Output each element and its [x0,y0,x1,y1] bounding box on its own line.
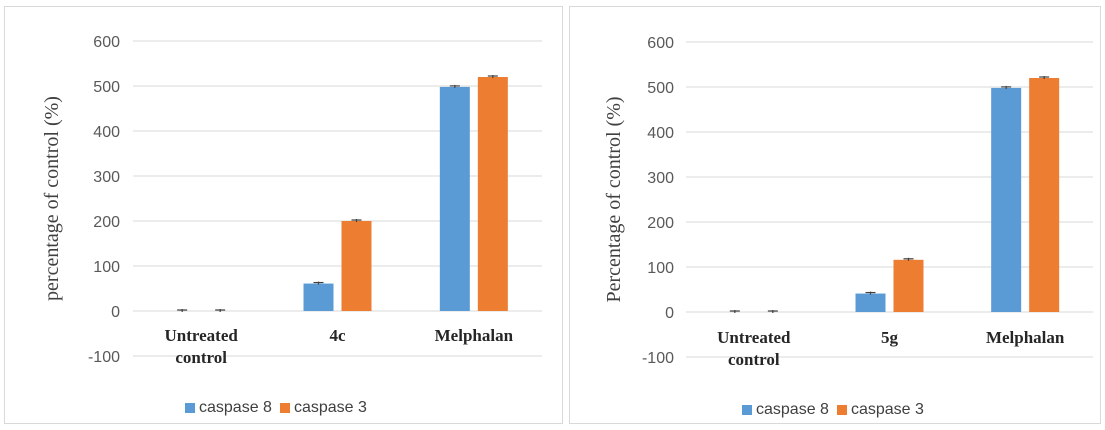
chart-right: -100 0 100 200 300 400 500 600 Percentage of con… [603,35,1093,369]
y-axis-label: percentage of control (%) [41,96,63,301]
legend-label-caspase3: caspase 3 [850,401,924,418]
x-category-label: Untreated [164,326,238,345]
y-tick-label: 300 [647,170,674,187]
bar [341,221,372,311]
y-tick-label: 0 [665,305,674,322]
bar [303,283,334,311]
x-category-label: Untreated [717,328,791,347]
legend-swatch-caspase3 [836,405,847,415]
bar [477,77,508,311]
x-category-label: 4c [329,326,346,345]
legend-swatch-caspase3 [279,403,290,413]
y-tick-label: 500 [93,79,120,96]
y-tick-label: 200 [93,214,120,231]
y-tick-label: 400 [93,124,120,141]
legend-swatch-caspase8 [185,403,195,413]
y-tick-label: 100 [647,260,674,277]
legend-label-caspase3: caspase 3 [293,399,367,416]
legend-label-caspase8: caspase 8 [756,401,829,418]
chart-panel-left: -100 0 100 200 300 400 500 600 percentage of con… [4,6,563,424]
legend-swatch-caspase8 [742,405,752,415]
chart-left: -100 0 100 200 300 400 500 600 percentage of con… [41,34,542,367]
y-tick-label: 100 [93,259,120,276]
y-tick-label: 600 [93,34,120,51]
y-tick-label: 200 [647,215,674,232]
legend-right: caspase 8 caspase 3 [742,401,924,419]
legend-item-caspase3: caspase 3 [836,401,924,419]
y-tick-label: 300 [93,169,120,186]
x-category-label: control [728,350,780,369]
y-tick-label: 500 [647,80,674,97]
y-tick-label: -100 [642,350,674,367]
bar [893,259,924,312]
bar [991,87,1022,313]
bar [1029,78,1060,312]
y-tick-label: 0 [111,304,120,321]
x-category-label: 5g [881,328,899,347]
legend-item-caspase8: caspase 8 [185,399,272,417]
y-tick-label: -100 [88,349,120,366]
bar [855,293,886,312]
x-category-label: control [175,348,227,367]
x-category-label: Melphalan [435,326,514,345]
legend-label-caspase8: caspase 8 [199,399,272,416]
x-category-label: Melphalan [986,328,1065,347]
y-tick-label: 600 [647,35,674,52]
chart-panel-right: -100 0 100 200 300 400 500 600 Percentage of con… [569,6,1101,424]
legend-item-caspase8: caspase 8 [742,401,829,419]
bar [439,86,470,312]
legend-left: caspase 8 caspase 3 [185,399,367,417]
y-axis-label: Percentage of control (%) [603,96,625,302]
legend-item-caspase3: caspase 3 [279,399,367,417]
y-tick-label: 400 [647,125,674,142]
